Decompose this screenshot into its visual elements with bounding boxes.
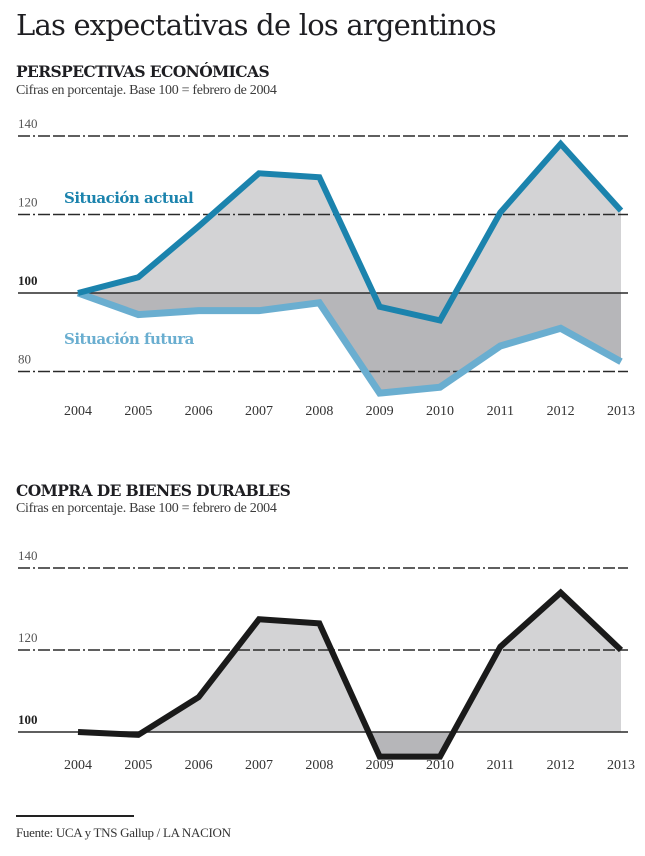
c2-xtick-2013: 2013 [607,758,635,773]
footer-rule [16,815,134,817]
c1-xtick-2012: 2012 [547,404,575,419]
c2-xtick-2011: 2011 [487,758,514,773]
c2-ytick-140: 140 [18,548,38,563]
c2-xtick-2012: 2012 [547,758,575,773]
c2-ytick-100: 100 [18,712,38,727]
source-note: Fuente: UCA y TNS Gallup / LA NACION [16,825,231,840]
line-situacion-futura [76,289,623,397]
c1-xtick-2010: 2010 [426,404,454,419]
c2-xtick-2004: 2004 [64,758,92,773]
chart1-title: PERSPECTIVAS ECONÓMICAS [16,62,270,81]
c2-xtick-2010: 2010 [426,758,454,773]
chart2-title: COMPRA DE BIENES DURABLES [16,481,291,500]
c1-ytick-80: 80 [18,352,31,367]
c1-xtick-2005: 2005 [124,404,152,419]
c2-xtick-2008: 2008 [305,758,333,773]
c2-ytick-120: 120 [18,630,38,645]
c1-ytick-120: 120 [18,195,38,210]
c1-xtick-2009: 2009 [366,404,394,419]
chart1-subtitle: Cifras en porcentaje. Base 100 = febrero… [16,83,277,98]
c2-xtick-2005: 2005 [124,758,152,773]
legend-situacion-futura: Situación futura [64,330,195,348]
area-situacion-actual [78,143,621,321]
c1-xtick-2004: 2004 [64,404,92,419]
chart-perspectivas: 80 100 120 140 2004 2005 2006 2007 2008 2009 2010 2… [18,116,635,419]
c1-xtick-2013: 2013 [607,404,635,419]
c1-xtick-2008: 2008 [305,404,333,419]
c1-xtick-2007: 2007 [245,404,273,419]
c1-xtick-2006: 2006 [185,404,213,419]
line-situacion-actual [77,139,624,324]
chart2-subtitle: Cifras en porcentaje. Base 100 = febrero… [16,501,277,516]
c1-ytick-100: 100 [18,273,38,288]
page-title: Las expectativas de los argentinos [16,8,497,42]
c2-xtick-2006: 2006 [185,758,213,773]
line-bienes-durables [77,588,624,760]
legend-situacion-actual: Situación actual [64,189,194,207]
area-durables-above [78,592,621,732]
c1-ytick-140: 140 [18,116,38,131]
chart-bienes-durables: 100 120 140 2004 2005 2006 2007 2008 2009 2010 201… [18,548,635,773]
c2-xtick-2009: 2009 [366,758,394,773]
c1-xtick-2011: 2011 [487,404,514,419]
c2-xtick-2007: 2007 [245,758,273,773]
